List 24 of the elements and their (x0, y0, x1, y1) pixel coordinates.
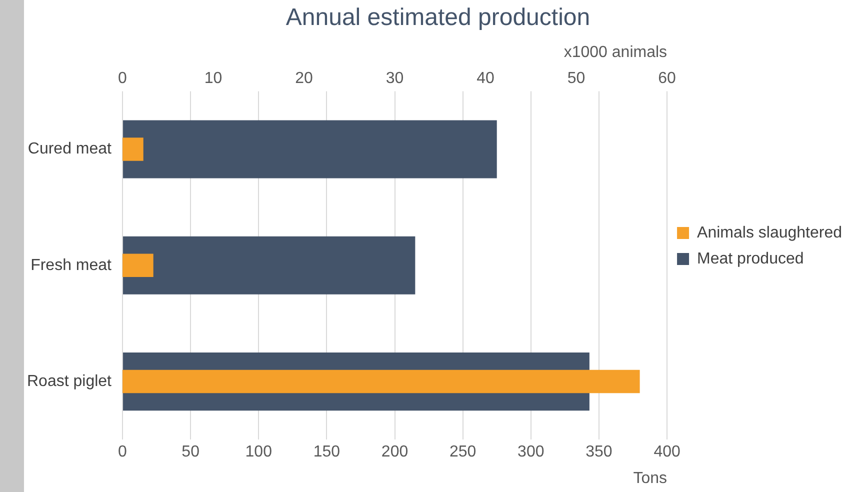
x2-axis-title: x1000 animals (564, 44, 668, 61)
x-tick-label: 250 (449, 444, 476, 461)
x-tick-label: 150 (313, 444, 340, 461)
x-tick-label: 0 (118, 444, 128, 461)
x2-tick-label: 0 (118, 70, 128, 88)
legend-label: Meat produced (697, 250, 804, 268)
x-tick-label: 300 (518, 444, 544, 461)
x-axis-title: Tons (633, 470, 668, 487)
x-tick-label: 400 (654, 444, 680, 461)
x-tick-label: 50 (182, 444, 200, 461)
x-tick-label: 100 (245, 444, 272, 461)
x2-tick-label: 60 (658, 70, 676, 88)
x-tick-label: 200 (381, 444, 408, 461)
x2-tick-label: 30 (386, 70, 404, 88)
y-tick-label: Fresh meat (30, 256, 112, 274)
chart-title: Annual estimated production (286, 4, 590, 32)
x2-tick-label: 10 (204, 70, 222, 88)
x2-tick-label: 50 (567, 70, 586, 88)
y-tick-label: Roast piglet (26, 372, 112, 390)
x2-tick-label: 40 (476, 70, 495, 88)
y-tick-label: Cured meat (28, 140, 112, 158)
x-tick-label: 350 (586, 444, 612, 461)
legend-label: Animals slaughtered (697, 224, 842, 242)
x2-tick-label: 20 (295, 70, 314, 88)
